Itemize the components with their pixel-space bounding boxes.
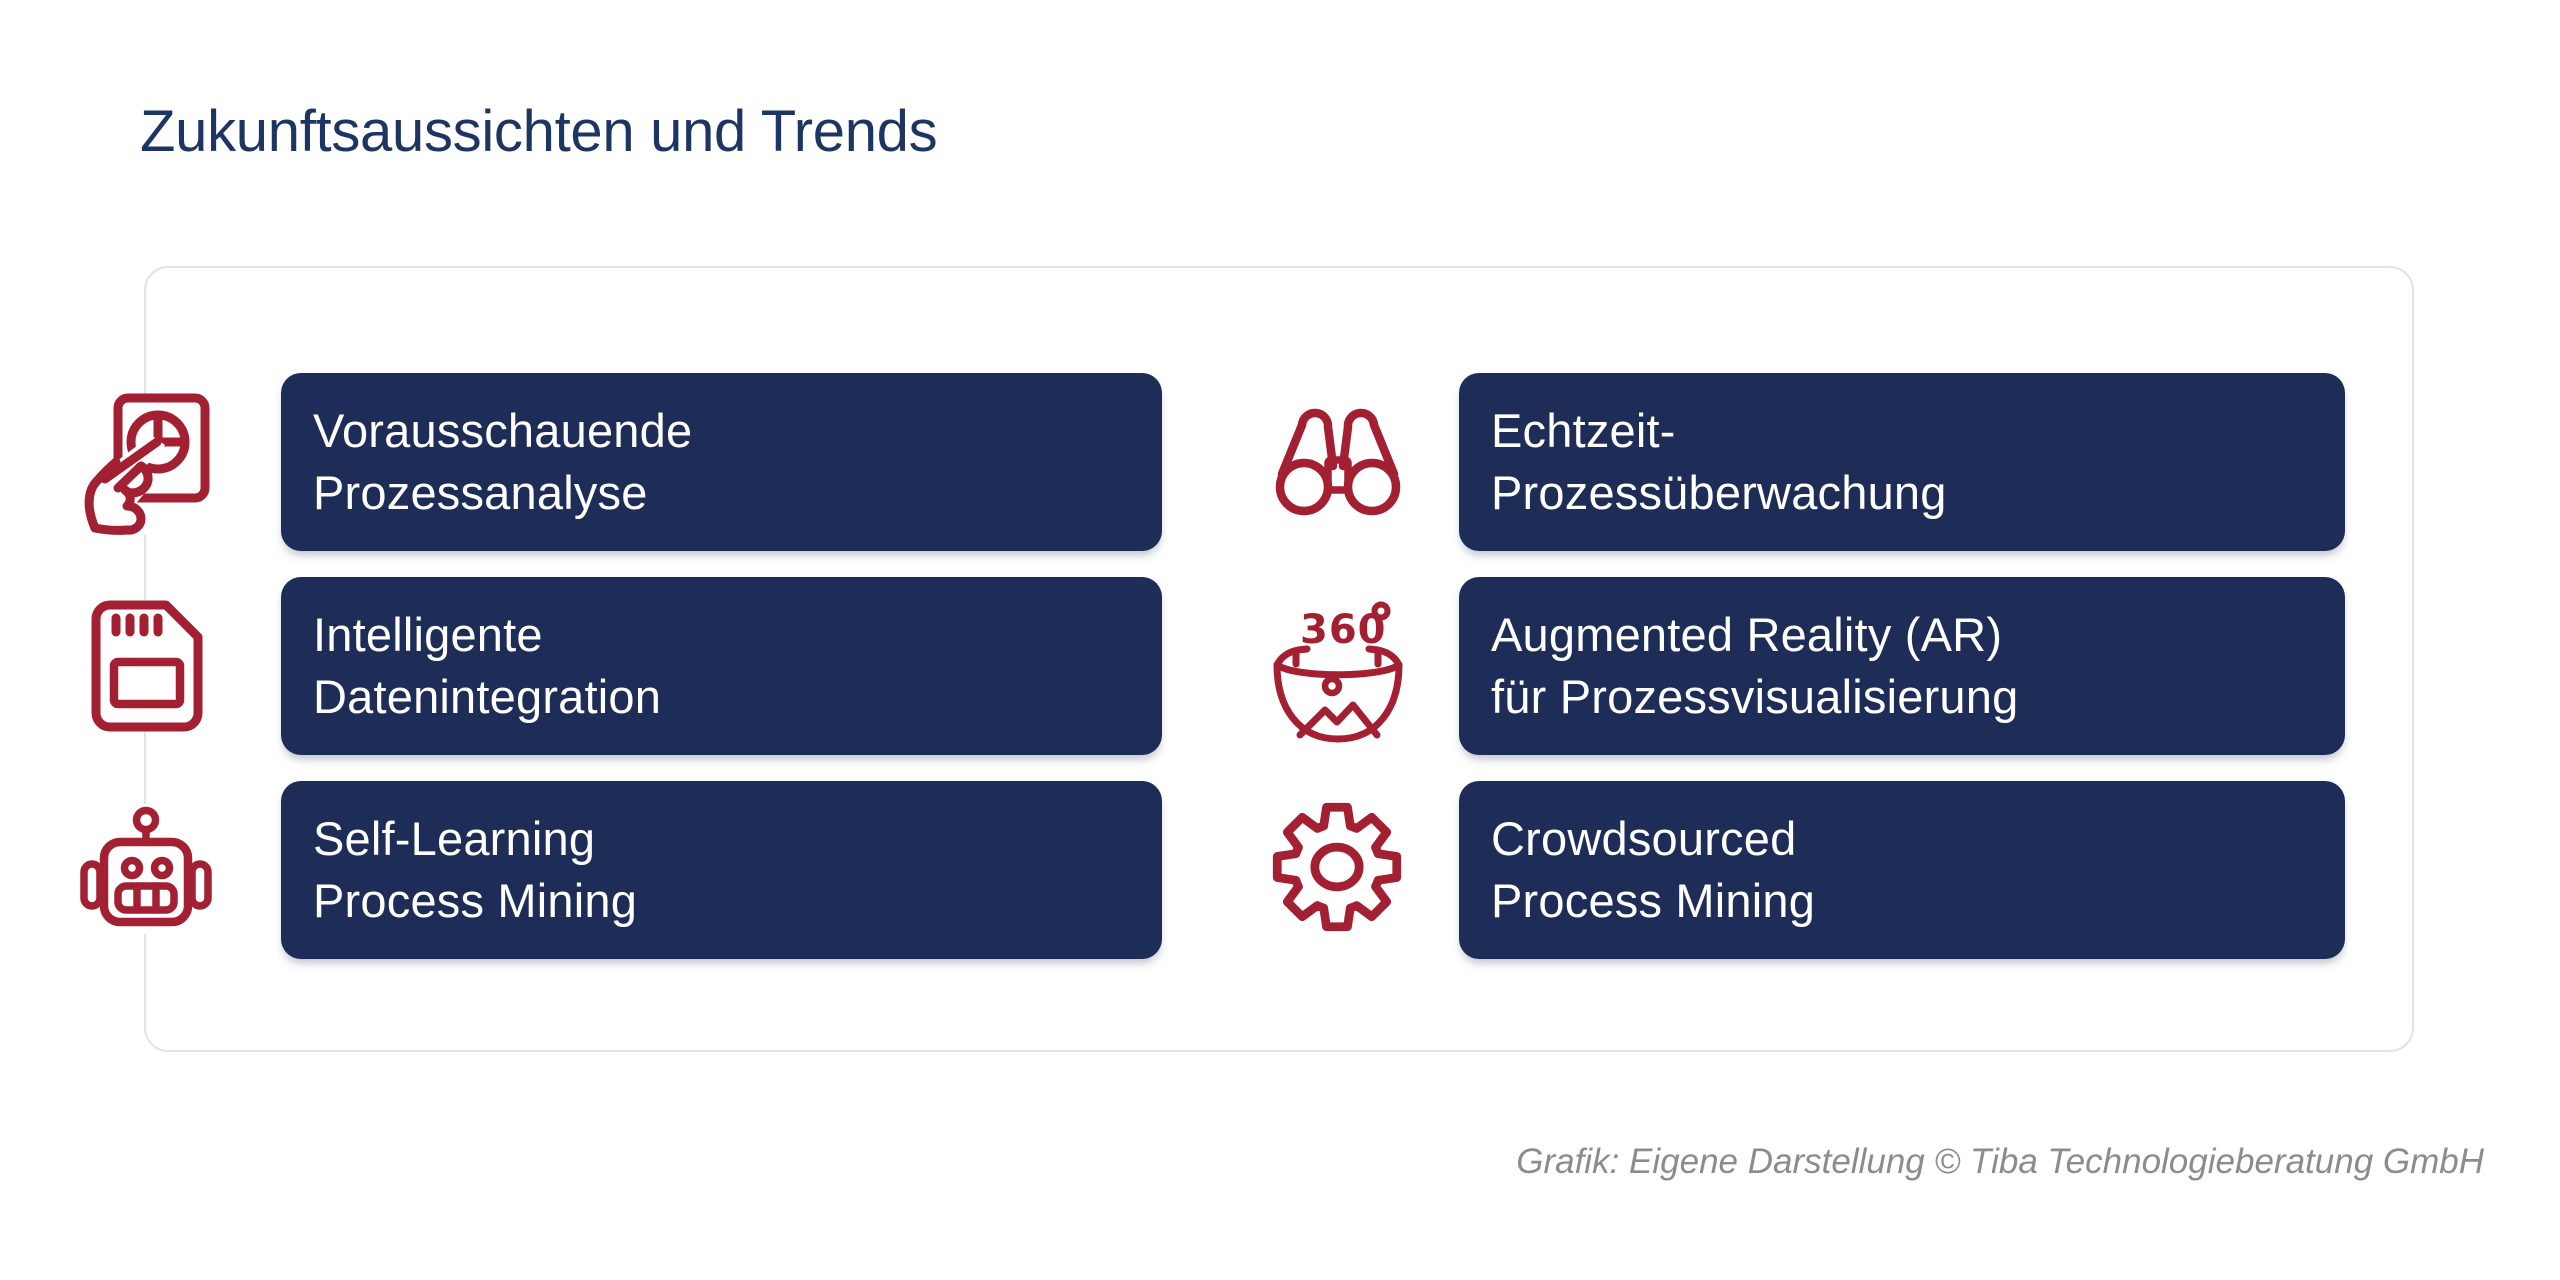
trend-card-label-line: Echtzeit- bbox=[1491, 404, 1676, 457]
trend-card-label-line: Intelligente bbox=[313, 608, 543, 661]
trend-card-intelligente-datenintegration: Intelligente Datenintegration bbox=[281, 577, 1162, 755]
trend-card-crowdsourced-process-mining: Crowdsourced Process Mining bbox=[1459, 781, 2345, 959]
trend-card-echtzeit-prozessueberwachung: Echtzeit- Prozessüberwachung bbox=[1459, 373, 2345, 551]
trend-card-self-learning-process-mining: Self-Learning Process Mining bbox=[281, 781, 1162, 959]
credit-line: Grafik: Eigene Darstellung © Tiba Techno… bbox=[1516, 1142, 2484, 1181]
page-title: Zukunftsaussichten und Trends bbox=[140, 99, 938, 164]
trend-card-label-line: für Prozessvisualisierung bbox=[1491, 670, 2019, 723]
trend-card-label-line: Crowdsourced bbox=[1491, 812, 1797, 865]
trend-card-label-line: Process Mining bbox=[1491, 874, 1816, 927]
trend-card-vorausschauende-prozessanalyse: Vorausschauende Prozessanalyse bbox=[281, 373, 1162, 551]
robot-icon bbox=[80, 804, 212, 934]
360-panorama-icon: 360 bbox=[1273, 601, 1403, 747]
trend-card-label-line: Datenintegration bbox=[313, 670, 662, 723]
hand-pie-chart-icon bbox=[84, 393, 215, 535]
memory-card-icon bbox=[91, 600, 203, 732]
trend-card-label-line: Vorausschauende bbox=[313, 404, 693, 457]
gear-icon bbox=[1267, 797, 1407, 937]
trend-card-augmented-reality: Augmented Reality (AR) für Prozessvisual… bbox=[1459, 577, 2345, 755]
trend-card-label-line: Prozessüberwachung bbox=[1491, 466, 1947, 519]
trend-card-label-line: Self-Learning bbox=[313, 812, 596, 865]
binoculars-icon bbox=[1274, 408, 1402, 517]
trend-card-label-line: Augmented Reality (AR) bbox=[1491, 608, 2003, 661]
360-label: 360 bbox=[1300, 607, 1387, 653]
trend-card-label-line: Prozessanalyse bbox=[313, 466, 648, 519]
trend-card-label-line: Process Mining bbox=[313, 874, 638, 927]
